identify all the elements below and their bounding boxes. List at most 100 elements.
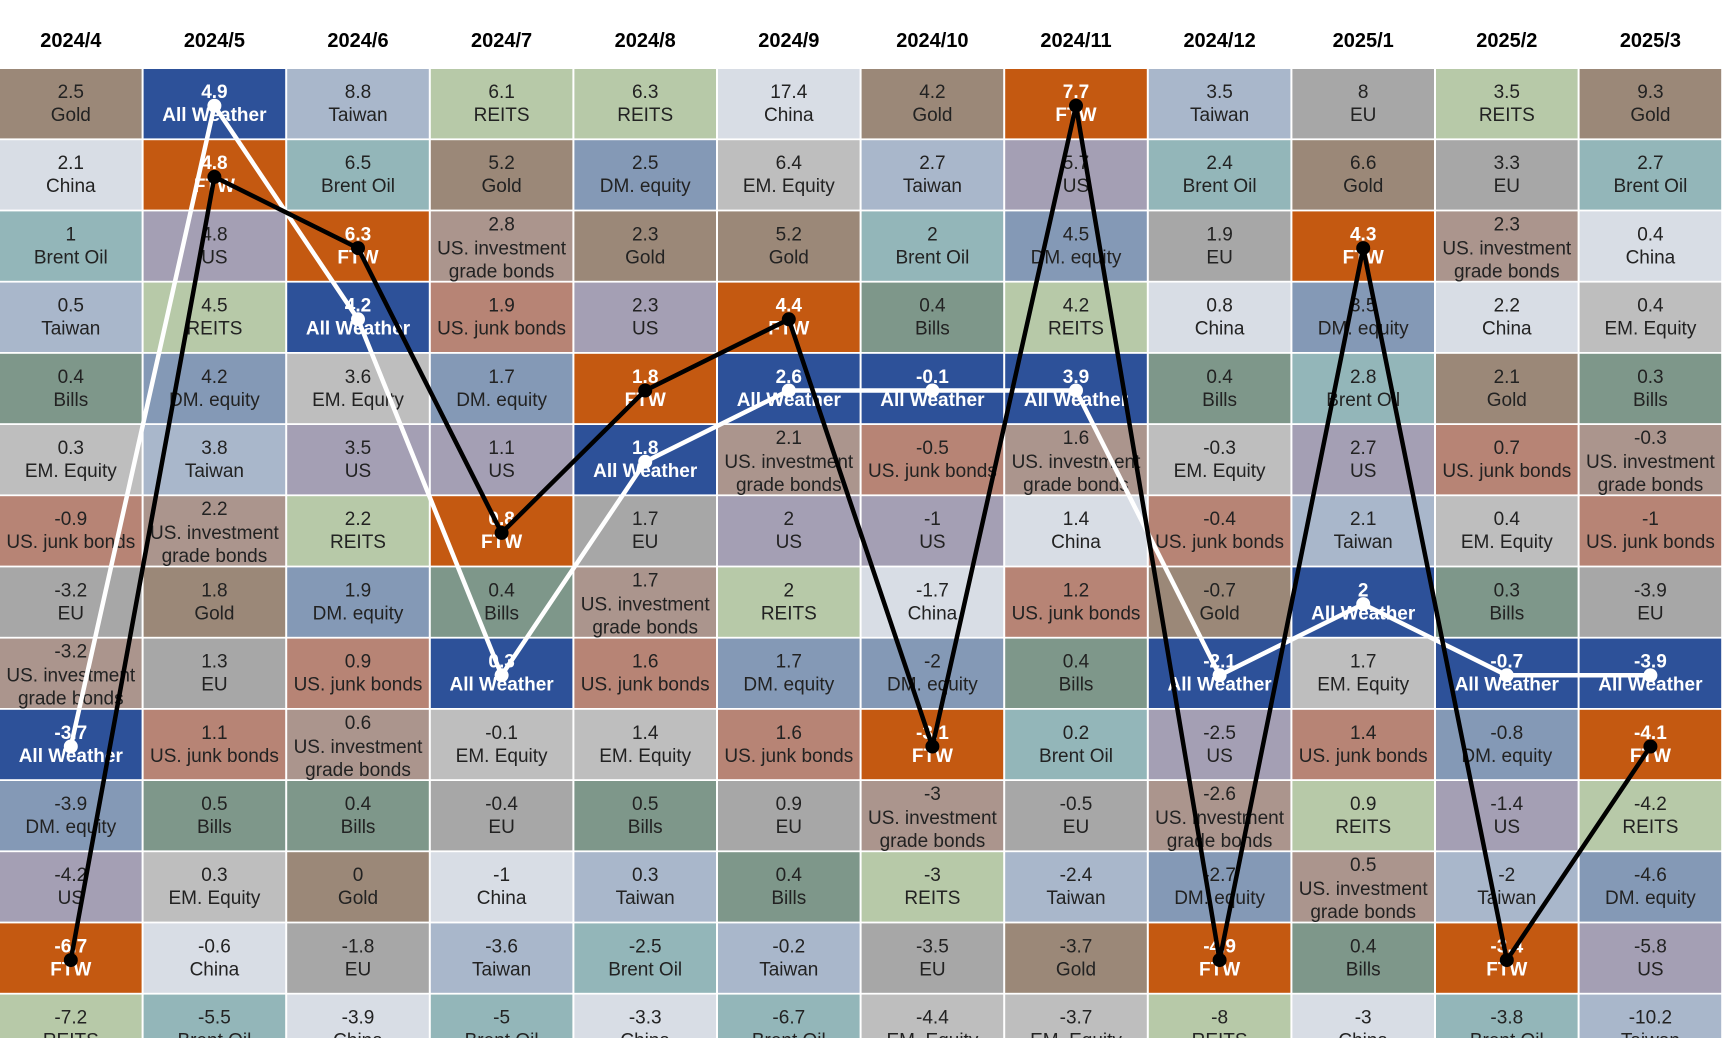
cell-background [1579,923,1722,993]
cell-background [1148,211,1291,281]
cell-background [287,852,429,922]
cell-value: 0.5 [632,794,658,815]
cell-value: 1.1 [488,438,514,459]
cell-value: -1 [493,865,510,886]
cell-us-junk-bonds: 0.7US. junk bonds [1436,425,1578,495]
cell-us-investment-grade-bonds: -3.2 US. investment grade bonds [0,638,142,710]
cell-value: 4.2 [201,367,227,388]
month-header: 2024/9 [758,30,819,52]
cell-us-investment-grade-bonds: 2.3 US. investment grade bonds [1436,211,1578,282]
cell-label: Bills [341,817,376,838]
series-point-all-weather [638,454,653,469]
series-point-ftw [925,739,940,754]
cell-label: US. investment grade bonds [868,808,998,852]
cell-value: -0.2 [772,936,805,957]
cell-value: 3.5 [1206,82,1232,103]
cell-background [1436,140,1578,210]
cell-value: 0.4 [919,296,946,317]
cell-label: EM. Equity [168,888,260,909]
cell-background [1148,496,1291,566]
cell-background [1005,994,1147,1038]
cell-value: 0.3 [1494,580,1520,601]
cell-background [1005,781,1147,851]
cell-background [1436,282,1578,352]
cell-background [1579,282,1722,352]
cell-value: -3 [924,865,941,886]
cell-label: Gold [1200,603,1240,624]
cell-label: EM. Equity [743,176,835,197]
cell-us-junk-bonds: -1US. junk bonds [1579,496,1722,566]
cell-background [574,923,716,993]
cell-background [1292,140,1434,210]
cell-value: -0.1 [485,723,518,744]
cell-value: 1.1 [201,723,227,744]
cell-background [143,709,286,780]
cell-background [574,638,716,708]
cell-label: US. junk bonds [6,532,135,553]
cell-value: 2.3 [632,224,658,245]
cell-background [1579,211,1722,281]
cell-dm-equity: 4.5DM. equity [1005,211,1147,281]
cell-label: EU [488,817,514,838]
cell-label: Taiwan [328,105,387,126]
cell-value: -10.2 [1629,1008,1672,1029]
cell-em-equity: 6.4EM. Equity [718,140,860,210]
cell-us-investment-grade-bonds: -3 US. investment grade bonds [861,781,1004,852]
cell-label: Bills [771,888,806,909]
cell-dm-equity: -4.6DM. equity [1579,852,1722,922]
cell-value: 1.8 [632,438,658,459]
cell-label: Brent Oil [1470,1031,1544,1038]
cell-value: 4.9 [201,82,227,103]
cell-value: 0.3 [632,865,658,886]
cell-us: -4.2US [0,852,142,922]
cell-us: 4.8US [143,211,286,281]
cell-value: 2.2 [345,509,371,530]
cell-value: 0.9 [345,652,371,673]
cell-label: US. junk bonds [724,746,853,767]
cell-label: FTW [337,247,378,268]
cell-label: EU [1494,176,1520,197]
cell-background [718,140,860,210]
cell-background [287,781,429,851]
series-point-ftw [1212,953,1227,968]
series-point-all-weather [925,383,940,398]
month-header: 2025/1 [1333,30,1394,52]
cell-value: 6.5 [345,153,371,174]
series-line-all-weather [68,103,1651,747]
cell-value: 1.9 [345,580,371,601]
cell-dm-equity: -2DM. equity [861,638,1004,708]
cell-em-equity: -0.3EM. Equity [1148,425,1291,495]
cell-label: US. junk bonds [1586,532,1715,553]
cell-label: Bills [197,817,232,838]
cell-value: -3.9 [1634,580,1667,601]
cell-background [718,69,860,139]
cell-value: -2 [1498,865,1515,886]
cell-value: 2.8 [488,214,514,235]
cell-value: 4.2 [1063,296,1089,317]
cell-value: 7.7 [1063,82,1089,103]
cell-background [861,994,1004,1038]
cell-value: 2 [1358,580,1369,601]
cell-background [1148,425,1291,495]
cell-background [1436,567,1578,637]
cell-background [1436,211,1578,281]
cell-us: 2.3US [574,282,716,352]
cell-value: 2.7 [1637,153,1663,174]
cell-value: 5.2 [488,153,514,174]
cell-label: US [1494,817,1520,838]
cell-label: Gold [912,105,952,126]
cell-value: 0.5 [1350,855,1376,876]
cell-label: Bills [484,603,519,624]
cell-label: US. junk bonds [868,461,997,482]
series-point-ftw [638,383,653,398]
cell-background [1292,69,1434,139]
